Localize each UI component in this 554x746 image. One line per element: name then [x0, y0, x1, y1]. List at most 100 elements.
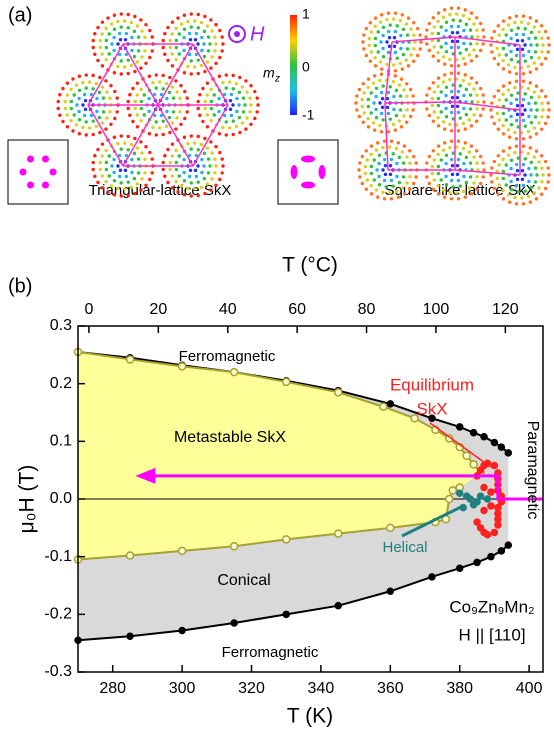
spin-dot [527, 130, 530, 133]
spin-dot [139, 188, 142, 191]
spin-dot [530, 121, 533, 124]
spin-dot [214, 62, 217, 65]
spin-dot [405, 82, 408, 85]
spin-dot [244, 127, 247, 130]
spin-dot [436, 184, 439, 187]
spin-dot [113, 179, 116, 182]
spin-dot [468, 150, 471, 153]
spin-dot [175, 39, 178, 42]
spin-dot [209, 140, 212, 143]
spin-dot [457, 129, 460, 132]
spin-dot [120, 12, 123, 15]
spin-dot [171, 186, 174, 189]
spin-dot [409, 115, 412, 118]
spin-dot [217, 110, 220, 113]
spin-dot [197, 13, 200, 16]
spin-dot [214, 164, 217, 167]
spin-dot [110, 184, 113, 187]
spin-dot [61, 87, 64, 90]
spin-dot [540, 63, 543, 66]
spin-dot [206, 113, 209, 116]
spin-dot [522, 184, 525, 187]
spin-dot [368, 37, 371, 40]
spin-dot [171, 85, 174, 88]
spin-dot [394, 128, 397, 131]
spin-dot [248, 110, 251, 113]
spin-dot [537, 30, 540, 33]
spin-dot [428, 114, 431, 117]
spin-dot [481, 107, 484, 110]
x2-tick-label: 80 [358, 301, 376, 318]
spin-dot [382, 84, 385, 87]
lattice-line [392, 37, 455, 42]
spin-dot [186, 187, 189, 190]
spin-dot [490, 180, 493, 183]
spin-dot [522, 137, 525, 140]
spin-dot [462, 94, 465, 97]
spin-dot [168, 116, 171, 119]
spin-dot [213, 93, 216, 96]
data-point [283, 378, 290, 385]
spin-dot [392, 108, 395, 111]
y-tick-label: -0.2 [44, 606, 72, 623]
spin-dot [440, 25, 443, 28]
spin-dot [197, 26, 200, 29]
spin-dot [370, 91, 373, 94]
colorbar-tick: 1 [302, 6, 310, 22]
spin-dot [249, 103, 252, 106]
spin-dot [395, 114, 398, 117]
spin-dot [190, 59, 193, 62]
spin-dot [193, 141, 196, 144]
spin-dot [428, 49, 431, 52]
spin-dot [214, 23, 217, 26]
data-point [429, 574, 435, 580]
spin-dot [389, 85, 392, 88]
spin-dot [448, 123, 451, 126]
spin-dot [515, 80, 518, 83]
spin-dot [479, 87, 482, 90]
spin-dot [195, 175, 198, 178]
spin-dot [412, 182, 415, 185]
spin-dot [527, 152, 530, 155]
spin-dot [202, 42, 205, 45]
spin-dot [123, 187, 126, 190]
spin-dot [541, 173, 544, 176]
spin-dot [113, 136, 116, 139]
spin-dot [108, 52, 111, 55]
spin-dot [136, 113, 139, 116]
spin-dot [470, 144, 473, 147]
panel-a: (a) H m z 1 0 -1 Triangular-lattice SkX … [8, 4, 551, 205]
spin-dot [452, 185, 455, 188]
spin-dot [188, 175, 191, 178]
spin-dot [479, 182, 482, 185]
spin-dot [171, 64, 174, 67]
spin-dot [482, 35, 485, 38]
spin-dot [190, 25, 193, 28]
spin-dot [206, 182, 209, 185]
spin-dot [171, 32, 174, 35]
spin-dot [493, 187, 496, 190]
spin-dot [221, 42, 224, 45]
spin-dot [186, 20, 189, 23]
spin-dot [354, 101, 357, 104]
spin-dot [493, 160, 496, 163]
spin-dot [163, 154, 166, 157]
spin-dot [143, 171, 146, 174]
spin-dot [166, 59, 169, 62]
spin-dot [498, 53, 501, 56]
spin-dot [374, 44, 377, 47]
y-tick-label: 0.3 [50, 317, 72, 334]
spin-dot [472, 48, 475, 51]
spin-dot [155, 120, 158, 123]
spin-dot [456, 31, 459, 34]
spin-dot [92, 168, 95, 171]
spin-dot [71, 77, 74, 80]
bragg-spot [27, 181, 34, 188]
spin-dot [81, 103, 84, 106]
spin-dot [375, 116, 378, 119]
spin-dot [468, 186, 471, 189]
x2-tick-label: 0 [84, 301, 93, 318]
spin-dot [378, 101, 381, 104]
spin-dot [501, 124, 504, 127]
spin-dot [102, 110, 105, 113]
